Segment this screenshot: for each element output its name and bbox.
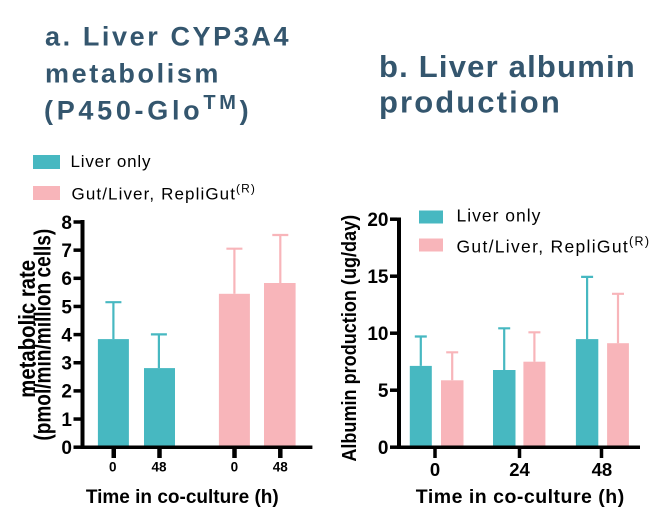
- svg-text:5: 5: [61, 297, 72, 318]
- svg-text:production: production: [379, 85, 562, 120]
- svg-text:3: 3: [61, 354, 72, 375]
- svg-text:Liver only: Liver only: [457, 206, 542, 226]
- svg-text:Liver only: Liver only: [71, 152, 152, 171]
- svg-text:Albumin production (ug/day): Albumin production (ug/day): [339, 215, 361, 462]
- svg-text:Time in co-culture (h): Time in co-culture (h): [86, 487, 279, 508]
- svg-text:48: 48: [151, 460, 167, 475]
- svg-text:48: 48: [273, 460, 289, 475]
- svg-text:metabolic rate: metabolic rate: [14, 260, 41, 398]
- svg-text:0: 0: [231, 460, 239, 475]
- svg-text:0: 0: [61, 438, 72, 459]
- svg-text:Gut/Liver, RepliGut(R): Gut/Liver, RepliGut(R): [457, 235, 651, 257]
- svg-text:48: 48: [592, 459, 613, 480]
- svg-text:b. Liver albumin: b. Liver albumin: [379, 49, 636, 84]
- svg-text:(pmol/min/million cells): (pmol/min/million cells): [30, 229, 56, 441]
- svg-text:10: 10: [367, 324, 388, 345]
- svg-text:Time in co-culture (h): Time in co-culture (h): [416, 486, 625, 508]
- svg-text:4: 4: [61, 325, 72, 346]
- svg-text:metabolism: metabolism: [45, 59, 221, 89]
- svg-text:0: 0: [378, 438, 389, 459]
- svg-text:1: 1: [61, 410, 72, 431]
- svg-text:5: 5: [378, 381, 389, 402]
- svg-text:Gut/Liver, RepliGut(R): Gut/Liver, RepliGut(R): [72, 182, 257, 204]
- svg-text:20: 20: [367, 210, 388, 231]
- svg-text:6: 6: [61, 269, 72, 290]
- svg-text:2: 2: [61, 382, 72, 403]
- svg-text:8: 8: [61, 213, 72, 234]
- svg-text:a. Liver CYP3A4: a. Liver CYP3A4: [45, 22, 291, 52]
- svg-text:0: 0: [109, 460, 117, 475]
- svg-text:7: 7: [61, 241, 72, 262]
- svg-text:24: 24: [509, 459, 530, 480]
- svg-text:0: 0: [430, 459, 440, 480]
- svg-text:15: 15: [367, 267, 389, 288]
